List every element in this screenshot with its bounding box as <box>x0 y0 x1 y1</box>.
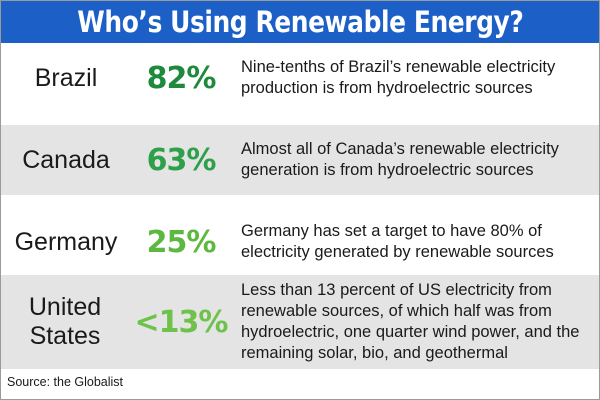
country-description: Less than 13 percent of US electricity f… <box>241 281 580 362</box>
country-description: Nine-tenths of Brazil’s renewable electr… <box>241 58 556 97</box>
table-row: Germany 25% Germany has set a target to … <box>1 207 599 277</box>
country-name: Germany <box>14 227 118 256</box>
country-name: Brazil <box>34 63 98 92</box>
table-row: United States <13% Less than 13 percent … <box>1 275 599 369</box>
country-name: Canada <box>22 145 110 174</box>
table-row: Brazil 82% Nine-tenths of Brazil’s renew… <box>1 43 599 113</box>
renewable-percent: 82% <box>146 60 217 96</box>
country-description: Germany has set a target to have 80% of … <box>241 222 554 261</box>
renewable-percent: 63% <box>146 142 217 178</box>
renewable-percent: <13% <box>134 304 229 340</box>
country-name: United States <box>28 293 102 350</box>
page-title: Who’s Using Renewable Energy? <box>76 5 524 39</box>
renewable-percent: 25% <box>146 224 217 260</box>
source-credit: Source: the Globalist <box>7 375 124 389</box>
title-banner: Who’s Using Renewable Energy? <box>1 1 599 43</box>
table-row: Canada 63% Almost all of Canada’s renewa… <box>1 125 599 195</box>
country-description: Almost all of Canada’s renewable electri… <box>241 140 559 179</box>
